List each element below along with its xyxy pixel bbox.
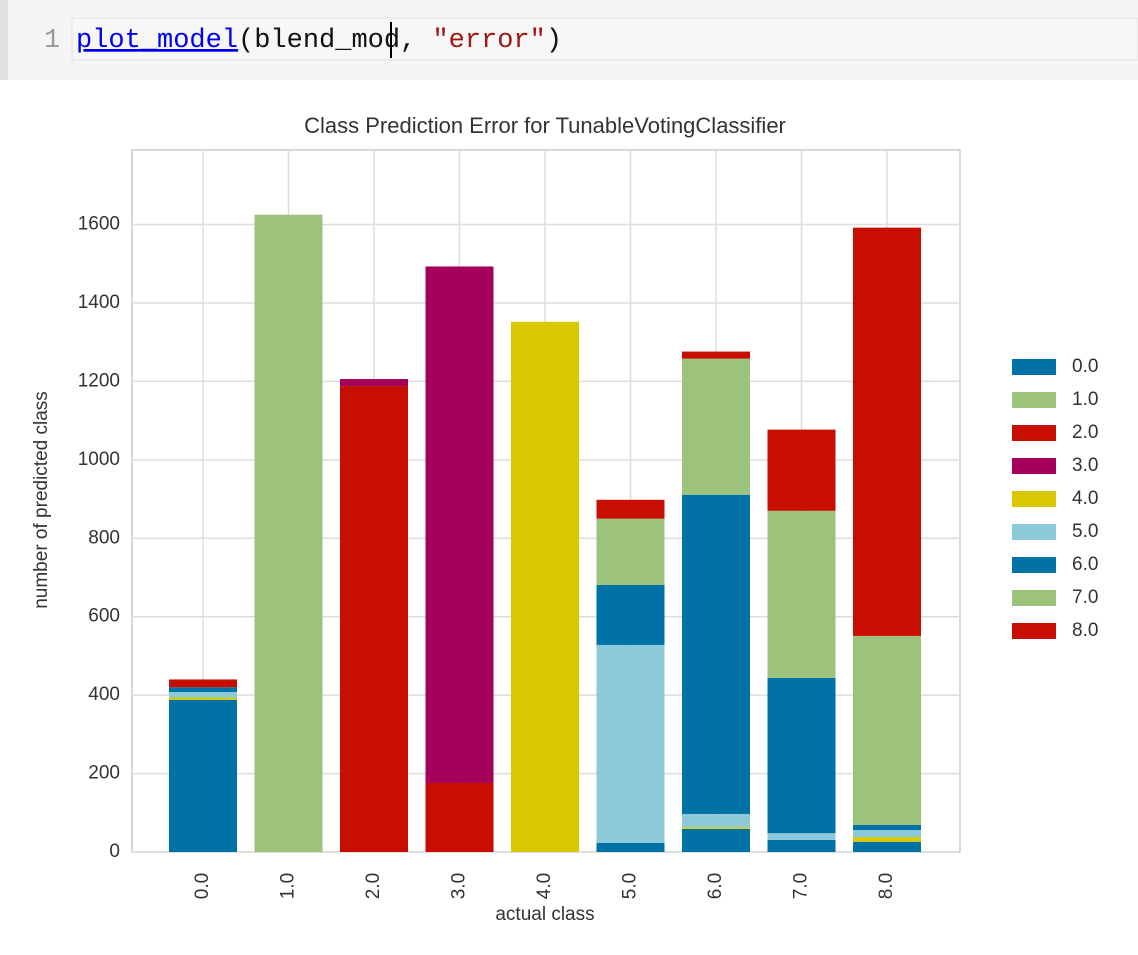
bar-segment: [682, 358, 750, 495]
legend-swatch: [1012, 392, 1056, 408]
code-args: (blend_mod,: [238, 26, 432, 56]
bar-segment: [767, 510, 836, 678]
code-string: "error": [432, 26, 545, 56]
legend-swatch: [1012, 623, 1056, 639]
code-input: [71, 17, 1138, 61]
bar-segment: [767, 677, 836, 834]
legend-label: 7.0: [1072, 587, 1098, 608]
chart-title: Class Prediction Error for TunableVoting…: [304, 113, 786, 138]
y-tick-label: 600: [88, 606, 120, 627]
code-line: plot_model(blend_mod, "error"): [76, 26, 562, 56]
y-tick-label: 0: [109, 841, 120, 862]
bar-segment: [682, 494, 750, 814]
legend-swatch: [1012, 590, 1056, 606]
x-tick-label: 3.0: [449, 873, 470, 899]
bar-segment: [767, 833, 836, 840]
bar-segment: [425, 266, 494, 783]
bar-segment: [596, 499, 665, 519]
legend-label: 5.0: [1072, 521, 1098, 542]
bar-segment: [340, 379, 408, 387]
legend-swatch: [1012, 359, 1056, 375]
x-tick-label: 4.0: [534, 873, 555, 899]
x-axis-label: actual class: [495, 904, 594, 925]
y-tick-label: 400: [88, 684, 120, 705]
bar-segment: [596, 518, 665, 585]
bar-segment: [853, 824, 921, 831]
legend-label: 2.0: [1072, 422, 1098, 443]
legend-swatch: [1012, 524, 1056, 540]
bar-segment: [596, 584, 665, 645]
legend-swatch: [1012, 458, 1056, 474]
y-tick-label: 800: [88, 527, 120, 548]
bar-segment: [596, 644, 665, 843]
legend-swatch: [1012, 425, 1056, 441]
bar-segment: [511, 321, 579, 852]
bar-segment: [169, 687, 237, 692]
legend-label: 3.0: [1072, 455, 1098, 476]
bar-segment: [853, 227, 921, 636]
line-number: 1: [44, 26, 60, 56]
bar-segment: [169, 691, 237, 698]
y-tick-label: 1000: [78, 449, 120, 470]
y-tick-label: 200: [88, 763, 120, 784]
function-link[interactable]: plot_model: [76, 26, 238, 56]
bar-segment: [853, 635, 921, 825]
legend-label: 0.0: [1072, 356, 1098, 377]
y-tick-label: 1600: [78, 214, 120, 235]
x-tick-label: 6.0: [705, 873, 726, 899]
x-tick-label: 7.0: [791, 873, 812, 899]
x-tick-label: 1.0: [278, 873, 299, 899]
bar-segment: [682, 828, 750, 852]
y-axis-label: number of predicted class: [31, 391, 52, 609]
x-tick-label: 0.0: [192, 873, 213, 899]
legend-label: 8.0: [1072, 620, 1098, 641]
bar-segment: [767, 429, 836, 511]
code-cell: 1 plot_model(blend_mod, "error"): [0, 0, 1138, 80]
bar-segment: [682, 827, 750, 829]
bar-segment: [853, 841, 921, 852]
x-tick-label: 5.0: [620, 873, 641, 899]
bar-segment: [767, 839, 836, 852]
y-tick-label: 1200: [78, 370, 120, 391]
bar-segment: [425, 782, 494, 852]
bar-segment: [340, 386, 408, 852]
legend-label: 4.0: [1072, 488, 1098, 509]
chart: Class Prediction Error for TunableVoting…: [31, 113, 1098, 925]
cell-gutter: [0, 0, 8, 80]
bar-segment: [853, 837, 921, 842]
bar-segment: [169, 699, 237, 852]
bar-segment: [169, 679, 237, 688]
x-tick-label: 2.0: [363, 873, 384, 899]
x-tick-label: 8.0: [876, 873, 897, 899]
bar-segment: [853, 830, 921, 838]
bar-segment: [254, 214, 323, 853]
legend-swatch: [1012, 557, 1056, 573]
code-paren: ): [546, 26, 562, 56]
bar-segment: [596, 842, 665, 852]
bar-segment: [682, 813, 750, 828]
y-tick-label: 1400: [78, 292, 120, 313]
bar-segment: [682, 351, 750, 359]
bar-segment: [169, 697, 237, 700]
legend-label: 6.0: [1072, 554, 1098, 575]
legend-swatch: [1012, 491, 1056, 507]
legend-label: 1.0: [1072, 389, 1098, 410]
